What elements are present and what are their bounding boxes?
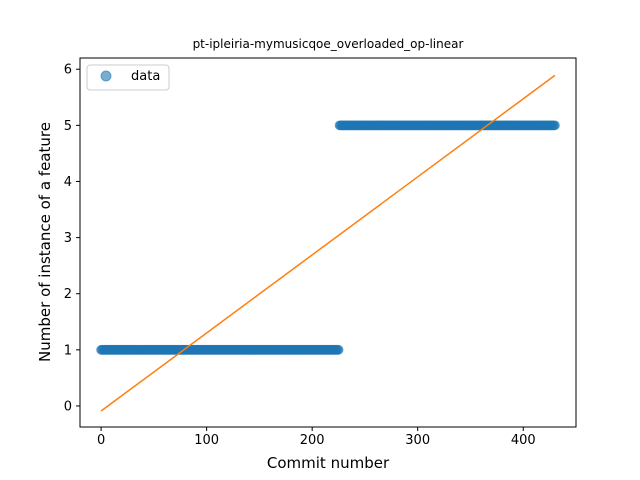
y-tick-label: 4	[64, 175, 72, 190]
x-tick-label: 200	[300, 433, 325, 448]
y-axis-label: Number of instance of a feature	[36, 122, 54, 362]
plot-area	[79, 57, 577, 428]
y-tick-label: 5	[64, 119, 72, 134]
y-tick-label: 2	[64, 287, 72, 302]
linear-fit-line	[100, 74, 556, 412]
x-tick-label: 0	[97, 433, 105, 448]
y-tick-label: 1	[64, 343, 72, 358]
x-tick-label: 300	[405, 433, 430, 448]
legend-marker	[100, 70, 112, 82]
x-tick-label: 100	[194, 433, 219, 448]
x-axis-ticks: 0 100 200 300 400	[97, 427, 536, 448]
legend: data	[86, 64, 170, 91]
legend-label-data: data	[131, 69, 160, 84]
y-tick-label: 3	[64, 231, 72, 246]
chart-title: pt-ipleiria-mymusicqoe_overloaded_op-lin…	[193, 37, 464, 51]
x-tick-label: 400	[511, 433, 536, 448]
y-tick-label: 0	[64, 399, 72, 414]
y-axis-ticks: 0 1 2 3 4 5 6	[64, 63, 80, 414]
y-tick-label: 6	[64, 63, 72, 78]
data-points	[96, 120, 560, 355]
x-axis-label: Commit number	[267, 454, 390, 472]
data-point	[333, 344, 344, 355]
axes-frame	[79, 57, 577, 428]
fit-line	[100, 74, 556, 412]
data-point	[549, 120, 560, 131]
